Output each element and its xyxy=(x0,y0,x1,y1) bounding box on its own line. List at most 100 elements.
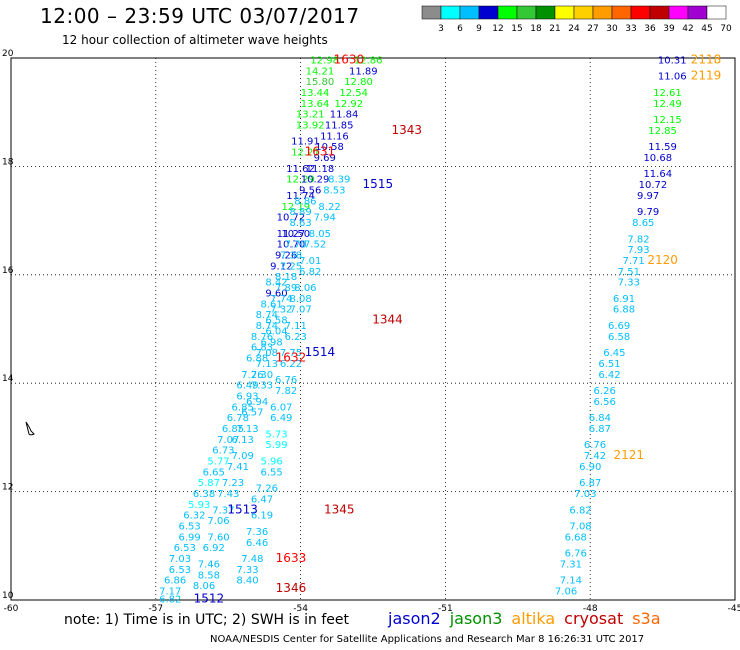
pass-time-label: 1343 xyxy=(392,123,423,137)
x-tick-label: -60 xyxy=(4,604,19,612)
wave-height-value: 7.07 xyxy=(289,305,311,316)
pass-time-label: 2120 xyxy=(647,253,678,267)
wave-height-value: 8.08 xyxy=(289,294,311,305)
wave-height-value: 8.74 xyxy=(256,321,278,332)
wave-height-value: 9.79 xyxy=(637,207,659,218)
y-tick-label: 12 xyxy=(2,483,13,493)
wave-height-value: 6.42 xyxy=(598,370,620,381)
pass-time-label: 2121 xyxy=(614,448,645,462)
wave-height-value: 6.68 xyxy=(565,532,587,543)
wave-height-value: 11.85 xyxy=(325,120,354,131)
legend-entry-jason2: jason2 xyxy=(388,609,441,628)
wave-height-value: 6.76 xyxy=(584,440,606,451)
wave-height-value: 9.60 xyxy=(265,288,287,299)
pass-time-label: 1515 xyxy=(363,177,394,191)
wave-height-value: 8.65 xyxy=(632,218,654,229)
y-tick-label: 20 xyxy=(2,49,14,59)
wave-height-value: 7.25 xyxy=(280,261,302,272)
wave-height-value: 7.17 xyxy=(159,587,181,598)
wave-height-value: 13.44 xyxy=(301,88,330,99)
wave-height-value: 6.69 xyxy=(608,321,630,332)
colorbar-label: 9 xyxy=(476,24,482,33)
x-tick-label: -51 xyxy=(438,604,453,612)
wave-height-value: 6.13 xyxy=(232,435,254,446)
wave-height-value: 7.94 xyxy=(314,213,336,224)
wave-height-value: 10.72 xyxy=(639,180,668,191)
pass-time-label: 1513 xyxy=(227,502,258,516)
colorbar-swatch xyxy=(706,5,727,20)
wave-height-value: 9.26 xyxy=(275,251,297,262)
wave-height-value: 12.54 xyxy=(339,88,368,99)
wave-height-value: 11.89 xyxy=(349,66,378,77)
wave-height-value: 6.53 xyxy=(169,565,191,576)
wave-height-value: 7.48 xyxy=(241,554,263,565)
wave-height-value: 6.57 xyxy=(241,408,263,419)
wave-height-value: 9.12 xyxy=(270,261,292,272)
wave-height-value: 7.38 xyxy=(280,251,302,262)
wave-height-value: 8.76 xyxy=(251,332,273,343)
wave-height-value: 6.99 xyxy=(178,532,200,543)
wave-height-value: 11.74 xyxy=(286,191,315,202)
wave-height-value: 7.30 xyxy=(251,370,273,381)
colorbar-label: 24 xyxy=(568,24,580,33)
x-tick-label: -45 xyxy=(728,604,740,612)
wave-height-value: 6.56 xyxy=(594,397,616,408)
wave-height-value: 6.53 xyxy=(178,522,200,533)
wave-height-value: 6.82 xyxy=(569,505,591,516)
wave-height-value: 12.61 xyxy=(653,88,682,99)
wave-height-value: 6.04 xyxy=(265,326,287,337)
wave-height-value: 7.46 xyxy=(198,559,220,570)
y-tick-label: 10 xyxy=(2,591,14,601)
wave-height-value: 10.31 xyxy=(658,55,687,66)
wave-height-value: 8.58 xyxy=(198,570,220,581)
wave-height-value: 7.26 xyxy=(256,484,278,495)
wave-height-value: 7.37 xyxy=(212,505,234,516)
y-tick-label: 16 xyxy=(2,266,14,276)
wave-height-value: 6.23 xyxy=(285,332,307,343)
wave-height-value: 10.72 xyxy=(277,213,306,224)
colorbar-label: 45 xyxy=(701,24,712,33)
wave-height-value: 6.76 xyxy=(565,549,587,560)
pass-time-label: 1514 xyxy=(305,345,336,359)
wave-height-value: 8.18 xyxy=(275,272,297,283)
wave-height-value: 6.47 xyxy=(251,494,273,505)
wave-height-value: 6.93 xyxy=(236,391,258,402)
wave-height-value: 7.70 xyxy=(285,240,307,251)
wave-height-value: 6.84 xyxy=(589,413,611,424)
wave-height-value: 8.61 xyxy=(261,299,283,310)
wave-height-value: 6.32 xyxy=(183,511,205,522)
wave-height-value: 7.60 xyxy=(207,532,229,543)
wave-height-value: 7.42 xyxy=(584,451,606,462)
wave-height-value: 7.93 xyxy=(627,245,649,256)
wave-height-value: 7.11 xyxy=(285,321,307,332)
wave-height-value: 7.82 xyxy=(627,234,649,245)
legend-entry-s3a: s3a xyxy=(632,609,661,628)
y-tick-label: 14 xyxy=(2,374,14,384)
wave-height-value: 7.71 xyxy=(623,256,645,267)
wave-height-value: 7.13 xyxy=(236,424,258,435)
wave-height-value: 7.82 xyxy=(275,386,297,397)
wave-height-value: 12.15 xyxy=(653,115,682,126)
colorbar-label: 12 xyxy=(492,24,503,33)
wave-height-value: 7.89 xyxy=(275,283,297,294)
wave-height-value: 6.53 xyxy=(174,543,196,554)
wave-height-value: 5.87 xyxy=(198,478,220,489)
wave-height-value: 10.29 xyxy=(301,175,330,186)
chart-subtitle: 12 hour collection of altimeter wave hei… xyxy=(62,33,328,47)
wave-height-value: 7.06 xyxy=(555,587,577,598)
wave-height-value: 5.96 xyxy=(261,457,283,468)
wave-height-value: 6.51 xyxy=(598,359,620,370)
wave-height-value: 7.13 xyxy=(256,359,278,370)
wave-height-value: 7.51 xyxy=(618,267,640,278)
wave-height-value: 12.80 xyxy=(344,77,373,88)
plot-border xyxy=(10,57,736,601)
pass-time-label: 1346 xyxy=(276,581,307,595)
wave-height-value: 11.06 xyxy=(658,72,687,83)
wave-height-value: 9.97 xyxy=(637,191,659,202)
pass-time-label: 1512 xyxy=(194,592,225,606)
wave-height-value: 6.87 xyxy=(589,424,611,435)
wave-height-value: 7.31 xyxy=(560,559,582,570)
wave-height-value: 5.99 xyxy=(265,440,287,451)
pass-time-label: 1633 xyxy=(276,551,307,565)
